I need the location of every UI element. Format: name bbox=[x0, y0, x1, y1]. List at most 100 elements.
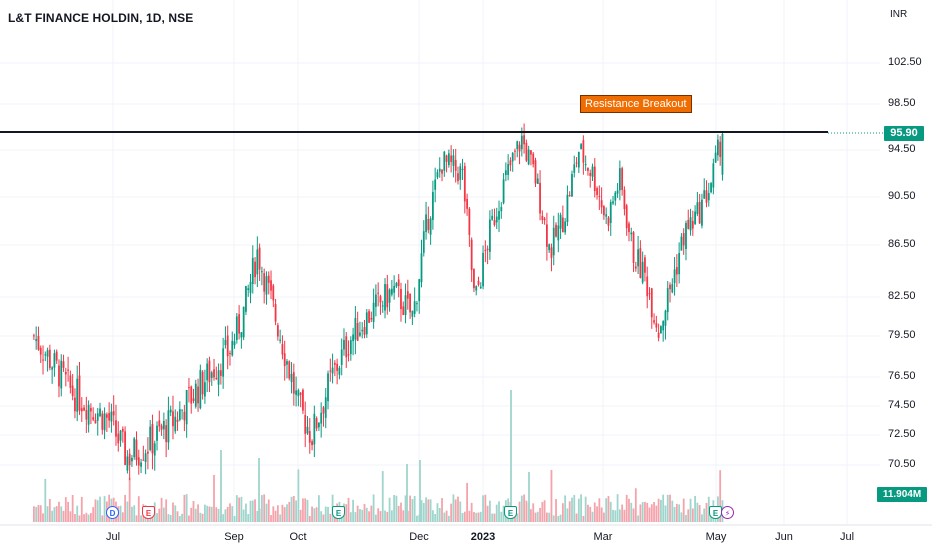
candle-body bbox=[53, 353, 56, 368]
time-axis-label: Oct bbox=[289, 531, 307, 543]
candle-body bbox=[593, 166, 596, 191]
volume-bar bbox=[500, 511, 503, 522]
volume-bar bbox=[580, 494, 582, 522]
candle-body bbox=[128, 453, 131, 466]
volume-bar-spike bbox=[406, 464, 408, 522]
volume-bar bbox=[133, 505, 136, 522]
volume-bar bbox=[372, 494, 375, 522]
price-axis-label: 70.50 bbox=[888, 458, 916, 470]
resistance-breakout-note[interactable]: Resistance Breakout bbox=[580, 95, 692, 113]
candle-body bbox=[438, 168, 441, 172]
candle-body bbox=[208, 360, 211, 383]
candle-body bbox=[689, 217, 692, 231]
volume-bar bbox=[541, 501, 544, 522]
candle-body bbox=[181, 409, 183, 411]
volume-bar bbox=[623, 509, 626, 522]
volume-bar bbox=[169, 514, 172, 522]
volume-bar bbox=[587, 504, 589, 522]
volume-bar bbox=[473, 512, 475, 522]
candle-body bbox=[514, 150, 516, 152]
candle-body bbox=[532, 153, 535, 165]
volume-bar bbox=[432, 510, 434, 522]
volume-bar bbox=[158, 508, 161, 522]
volume-bar bbox=[137, 496, 140, 522]
candle-body bbox=[543, 218, 546, 221]
candle-body bbox=[457, 173, 459, 182]
volume-bar bbox=[60, 506, 63, 522]
candle-body bbox=[406, 291, 409, 299]
volume-bar bbox=[37, 505, 40, 522]
candle-body bbox=[336, 363, 339, 371]
last-price-tag: 95.90 bbox=[884, 126, 924, 141]
split-event-icon[interactable]: ⚡ bbox=[721, 506, 734, 519]
candle-body bbox=[616, 190, 619, 194]
candle-body bbox=[427, 218, 430, 231]
time-axis-label: Dec bbox=[409, 531, 429, 543]
candle-body bbox=[573, 164, 576, 173]
earnings-event-icon[interactable]: E bbox=[332, 506, 345, 519]
price-axis-label: 98.50 bbox=[888, 97, 916, 109]
candle-body bbox=[242, 306, 245, 338]
dividend-event-icon[interactable]: D bbox=[106, 506, 119, 519]
volume-bar bbox=[675, 503, 678, 522]
volume-bar bbox=[614, 510, 617, 522]
candle-body bbox=[675, 267, 678, 275]
candle-body bbox=[92, 417, 95, 420]
candle-body bbox=[263, 273, 266, 292]
volume-bar bbox=[486, 505, 489, 522]
candle-body bbox=[105, 414, 108, 418]
candle-body bbox=[64, 371, 67, 375]
volume-bar bbox=[447, 515, 450, 522]
volume-bar bbox=[477, 512, 480, 522]
candle-body bbox=[313, 413, 316, 445]
candle-body bbox=[678, 252, 681, 275]
volume-bar bbox=[607, 496, 610, 522]
volume-bar bbox=[235, 495, 238, 522]
candle-body bbox=[67, 369, 69, 371]
candle-body bbox=[85, 410, 88, 420]
candle-body bbox=[343, 339, 345, 350]
candle-body bbox=[721, 133, 724, 175]
volume-bar bbox=[58, 501, 60, 522]
volume-bar bbox=[356, 505, 359, 522]
candle-body bbox=[192, 398, 195, 401]
candle-body bbox=[600, 200, 603, 208]
volume-bar bbox=[74, 514, 76, 522]
volume-bar bbox=[589, 506, 592, 522]
candle-body bbox=[199, 369, 202, 409]
candle-body bbox=[156, 425, 158, 441]
candle-body bbox=[233, 341, 236, 346]
volume-bar bbox=[573, 494, 576, 522]
candle-body bbox=[511, 153, 514, 162]
candle-body bbox=[525, 142, 528, 161]
candle-body bbox=[568, 195, 571, 197]
volume-bar bbox=[201, 513, 204, 522]
volume-bar bbox=[559, 514, 562, 522]
volume-bar bbox=[534, 512, 537, 522]
volume-bar bbox=[552, 515, 555, 522]
volume-bar bbox=[39, 505, 42, 522]
candle-body bbox=[137, 457, 140, 466]
candle-body bbox=[60, 360, 63, 389]
candle-body bbox=[37, 336, 40, 350]
earnings-event-icon[interactable]: E bbox=[142, 506, 155, 519]
volume-bar bbox=[548, 512, 551, 522]
candle-body bbox=[142, 459, 145, 461]
candle-body bbox=[475, 285, 478, 291]
volume-bar bbox=[543, 500, 546, 522]
candle-body bbox=[712, 163, 715, 188]
candle-body bbox=[206, 363, 209, 381]
volume-bar bbox=[327, 506, 329, 522]
time-axis-label: Jun bbox=[775, 531, 793, 543]
candle-body bbox=[379, 296, 382, 303]
candle-body bbox=[226, 335, 229, 357]
earnings-event-icon[interactable]: E bbox=[504, 506, 517, 519]
volume-bar bbox=[400, 502, 402, 522]
candle-body bbox=[443, 151, 446, 171]
volume-bar bbox=[272, 506, 275, 522]
candle-body bbox=[698, 201, 701, 224]
candle-body bbox=[498, 211, 500, 220]
volume-bar bbox=[103, 496, 106, 522]
